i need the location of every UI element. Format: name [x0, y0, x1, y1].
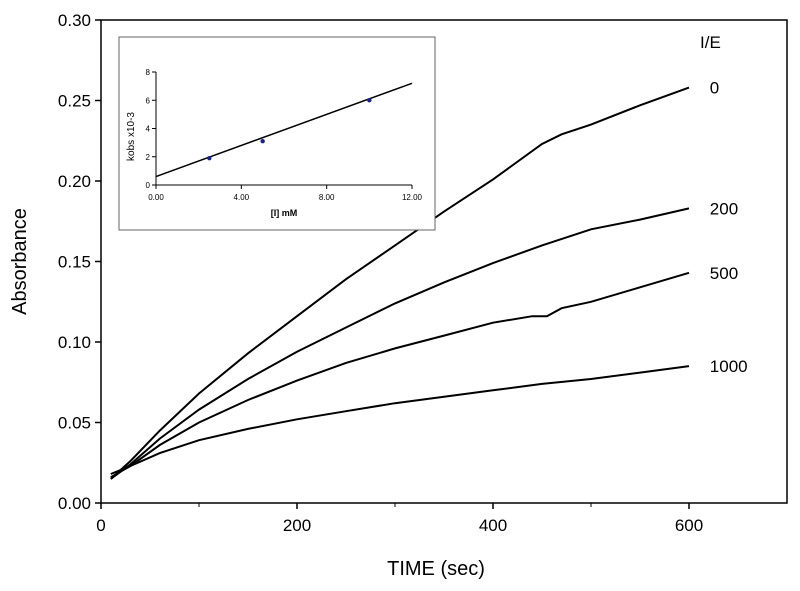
- inset-x-tick-label: 8.00: [319, 193, 335, 202]
- y-tick-label: 0.25: [58, 92, 91, 111]
- inset-y-tick-label: 2: [146, 153, 151, 162]
- x-tick-label: 200: [283, 516, 311, 535]
- inset-x-tick-label: 4.00: [234, 193, 250, 202]
- y-axis-label: Absorbance: [9, 208, 31, 315]
- y-tick-label: 0.15: [58, 253, 91, 272]
- inset-y-axis-label: kobs x10-3: [126, 112, 137, 161]
- y-tick-label: 0.10: [58, 333, 91, 352]
- series-label-0: 0: [710, 79, 719, 98]
- inset-x-axis-label: [I] mM: [271, 208, 298, 218]
- series-line-200: [110, 207, 690, 480]
- series-label-1000: 1000: [710, 357, 748, 376]
- inset-data-point: [207, 155, 212, 161]
- y-tick-label: 0.00: [58, 494, 91, 513]
- series-line-500: [110, 271, 690, 479]
- x-tick-label: 400: [479, 516, 507, 535]
- inset-data-point: [260, 139, 265, 144]
- y-tick-label: 0.20: [58, 172, 91, 191]
- x-axis-label: TIME (sec): [387, 558, 485, 580]
- inset-y-tick-label: 0: [146, 181, 151, 190]
- inset-x-tick-label: 12.00: [402, 193, 423, 202]
- inset-frame: [118, 36, 436, 231]
- series-label-500: 500: [710, 264, 738, 283]
- y-tick-label: 0.05: [58, 414, 91, 433]
- series-label-200: 200: [710, 199, 738, 218]
- x-tick-label: 0: [96, 516, 105, 535]
- inset-data-point: [367, 98, 372, 103]
- series-line-1000: [110, 365, 690, 475]
- y-tick-label: 0.30: [58, 11, 91, 30]
- inset-y-tick-label: 8: [146, 68, 151, 77]
- inset-y-tick-label: 6: [146, 96, 151, 105]
- inset-x-tick-label: 0.00: [148, 193, 164, 202]
- x-tick-label: 600: [675, 516, 703, 535]
- legend-title: I/E: [700, 33, 721, 52]
- series-line-0: [110, 86, 690, 480]
- inset-y-tick-label: 4: [146, 125, 151, 134]
